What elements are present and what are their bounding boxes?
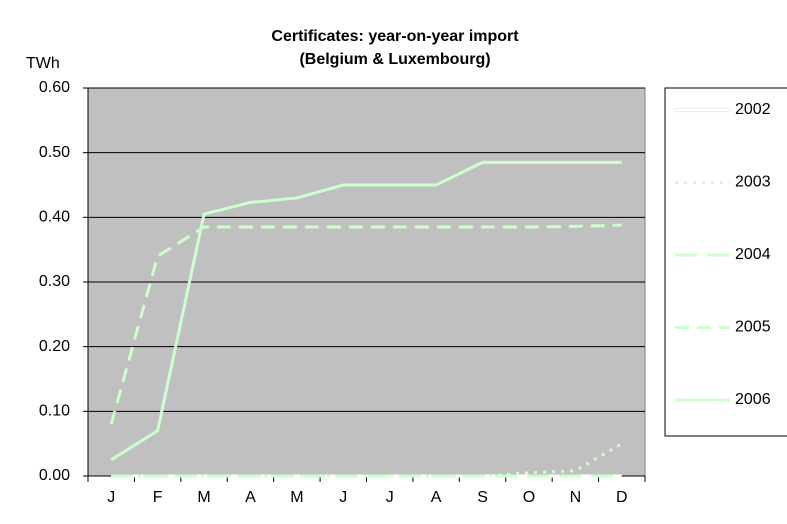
y-tick-label: 0.40 [39,209,70,226]
x-tick-label: J [339,489,347,506]
x-tick-label: N [570,489,582,506]
chart-title: Certificates: year-on-year import [271,28,519,45]
legend-label: 2002 [735,101,771,118]
series-line [110,160,622,462]
series-line [109,223,622,425]
y-tick-label: 0.60 [39,79,70,96]
legend-label: 2005 [735,319,771,336]
x-tick-label: J [107,489,115,506]
x-tick-label: A [245,489,256,506]
y-tick-label: 0.50 [39,144,70,161]
y-tick-label: 0.30 [39,273,70,290]
y-tick-label: 0.00 [39,467,70,484]
legend-label: 2006 [735,391,771,408]
series-line [111,442,623,478]
x-tick-label: F [153,489,163,506]
y-tick-label: 0.10 [39,403,70,420]
x-tick-label: A [431,489,442,506]
y-axis-label: TWh [26,55,60,72]
chart-subtitle: (Belgium & Luxembourg) [299,51,490,68]
x-tick-label: M [290,489,303,506]
legend-label: 2004 [735,246,771,263]
legend [664,87,787,437]
x-tick-label: O [523,489,535,506]
y-tick-label: 0.20 [39,338,70,355]
x-tick-label: S [477,489,488,506]
x-tick-label: J [386,489,394,506]
x-tick-label: M [197,489,210,506]
legend-label: 2003 [735,174,771,191]
x-tick-label: D [616,489,628,506]
